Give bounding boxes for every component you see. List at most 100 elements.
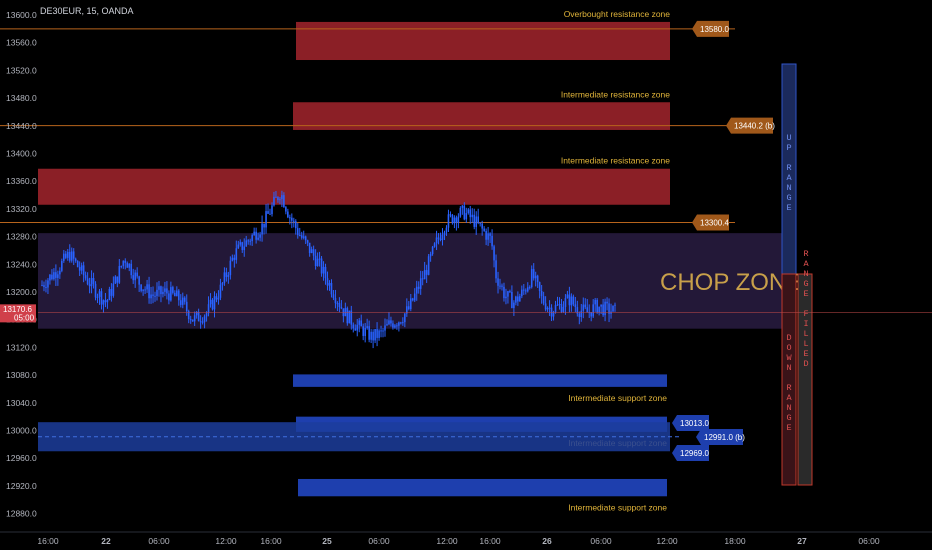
candle-body <box>350 310 353 325</box>
candle-body <box>126 262 129 268</box>
candle-body <box>366 326 368 328</box>
candle-body <box>148 284 150 299</box>
candle-body <box>102 300 105 305</box>
candle-body <box>517 296 519 302</box>
candle-body <box>217 297 220 300</box>
candle-body <box>425 270 428 275</box>
candle-body <box>130 263 133 276</box>
candle-body <box>63 253 65 261</box>
candle-body <box>243 246 246 251</box>
candle-body <box>427 256 430 275</box>
candle-body <box>201 321 204 323</box>
candle-body <box>600 304 602 307</box>
candle-body <box>423 270 426 280</box>
candle-body <box>80 265 83 271</box>
candle-body <box>154 295 156 297</box>
candle-body <box>296 228 299 236</box>
candle-body <box>310 249 313 253</box>
candle-body <box>524 290 527 292</box>
candle-body <box>584 304 587 308</box>
candle-body <box>495 260 497 279</box>
candle-body <box>279 199 281 201</box>
range-filled-label-char: A <box>803 259 809 269</box>
candle-body <box>47 280 49 288</box>
down-range-bar <box>781 273 797 486</box>
candle-body <box>334 298 337 304</box>
candle-body <box>140 284 142 291</box>
candle-body <box>451 214 454 224</box>
candle-body <box>269 213 271 215</box>
candle-body <box>150 294 152 299</box>
candle-body <box>134 272 136 281</box>
candle-body <box>433 243 436 247</box>
current-price-tag <box>0 304 36 323</box>
candle-body <box>41 285 43 287</box>
candle-body <box>445 227 448 233</box>
candle-body <box>213 296 216 310</box>
candle-body <box>400 322 402 324</box>
candle-body <box>289 217 291 219</box>
candle-body <box>457 216 460 223</box>
support-tag-12991: 12991.0 (b) <box>704 433 745 442</box>
candle-body <box>372 331 374 341</box>
candle-body <box>90 278 93 287</box>
y-tick-label: 13120.0 <box>6 342 37 352</box>
candle-body <box>604 301 606 316</box>
candle-body <box>592 304 594 317</box>
support-zone-3 <box>293 374 667 387</box>
candle-body <box>61 260 63 271</box>
candle-body <box>479 222 481 224</box>
candle-body <box>164 288 166 292</box>
candle-body <box>96 296 99 298</box>
candle-body <box>312 249 315 256</box>
x-axis: 16:00 22 06:00 12:00 16:00 25 06:00 12:00 16:00 2… <box>0 531 932 546</box>
candle-body <box>187 311 190 320</box>
support-tag-12969: 12969.0 <box>680 449 709 458</box>
candle-body <box>318 258 321 260</box>
candle-body <box>493 246 495 261</box>
zone-label-3: Intermediate support zone <box>568 393 667 403</box>
candle-body <box>84 275 87 279</box>
candle-body <box>578 313 581 318</box>
candle-body <box>386 324 388 326</box>
candle-body <box>378 330 380 338</box>
candle-body <box>138 276 140 285</box>
resistance-zone-2 <box>38 168 670 205</box>
candle-body <box>136 272 138 277</box>
candle-body <box>612 305 614 312</box>
candle-body <box>469 209 472 218</box>
candle-body <box>281 195 283 200</box>
zone-label-0: Overbought resistance zone <box>564 9 671 19</box>
candle-body <box>521 289 523 297</box>
candle-body <box>503 286 505 299</box>
candle-body <box>308 242 311 253</box>
candle-body <box>43 285 45 287</box>
candle-body <box>497 278 499 286</box>
candle-body <box>540 290 543 297</box>
candle-body <box>419 278 422 289</box>
x-tick-label: 25 <box>322 536 332 546</box>
candle-body <box>429 254 432 257</box>
support-tag-13013-box <box>672 415 709 431</box>
candle-body <box>501 285 503 287</box>
level-tag-13300: 13300.4 <box>700 218 729 227</box>
x-tick-label: 06:00 <box>148 536 170 546</box>
up-range-label-char: R <box>786 163 791 173</box>
candle-body <box>346 308 349 324</box>
y-tick-label: 13240.0 <box>6 259 37 269</box>
candle-body <box>59 270 61 275</box>
x-tick-label: 26 <box>542 536 552 546</box>
up-range-label-char: U <box>786 133 791 143</box>
candle-body <box>364 327 366 336</box>
y-tick-label: 13600.0 <box>6 10 37 20</box>
candle-body <box>421 278 424 280</box>
y-tick-label: 13360.0 <box>6 176 37 186</box>
down-range-label-char: E <box>786 423 791 433</box>
x-tick-label: 16:00 <box>479 536 501 546</box>
candle-body <box>562 306 565 312</box>
candle-body <box>112 283 115 296</box>
candle-body <box>572 296 575 305</box>
x-tick-label: 16:00 <box>260 536 282 546</box>
